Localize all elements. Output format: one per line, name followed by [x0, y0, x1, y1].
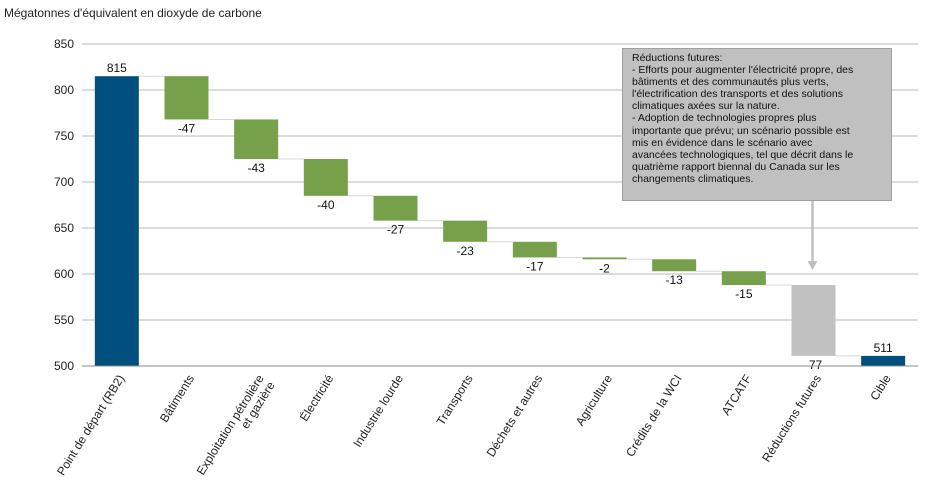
x-tick-label: Cible [867, 372, 894, 403]
note-line: importante que prévu; un scénario possib… [632, 124, 850, 137]
note-line: bâtiments et des communautés plus verts, [632, 76, 829, 89]
y-tick-label: 600 [54, 267, 74, 281]
bar-6 [512, 241, 557, 258]
data-label: -13 [665, 273, 683, 287]
y-tick-label: 500 [54, 359, 74, 373]
bar-2 [234, 119, 279, 159]
y-tick-label: 800 [54, 83, 74, 97]
x-tick-label: Point de départ (RB2) [54, 372, 127, 478]
x-tick-label: Agriculture [573, 372, 615, 428]
data-label: -77 [805, 358, 823, 372]
bar-0 [94, 76, 139, 366]
data-label: -27 [387, 223, 405, 237]
x-tick-label: ATCATF [719, 372, 755, 417]
bar-4 [373, 195, 418, 221]
note-line: mis en évidence dans le scénario avec [632, 136, 813, 149]
x-tick-label: Exploitation pétrolièreet gazière [194, 372, 278, 484]
data-label: 815 [107, 61, 127, 75]
data-label: -23 [456, 244, 474, 258]
data-label: -15 [735, 287, 753, 301]
bar-1 [164, 76, 209, 120]
note-line: - Efforts pour augmenter l'électricité p… [632, 64, 854, 77]
note-line: Réductions futures: [632, 52, 723, 64]
bar-7 [582, 257, 627, 260]
bar-11 [861, 355, 906, 366]
future-reductions-note: Réductions futures: - Efforts pour augmen… [622, 48, 892, 201]
x-tick-label: Industrie lourde [350, 372, 406, 450]
note-line: quatrième rapport biennal du Canada sur … [632, 160, 840, 173]
x-tick-label: Réductions futures [759, 372, 824, 464]
bar-8 [652, 259, 697, 272]
annotation-arrow-head [807, 261, 818, 270]
y-tick-label: 850 [54, 37, 74, 51]
x-tick-label: Déchets et autres [484, 372, 546, 459]
x-tick-label: Bâtiments [157, 372, 197, 425]
bar-5 [443, 220, 488, 242]
y-axis-title: Mégatonnes d'équivalent en dioxyde de ca… [4, 6, 262, 20]
y-tick-label: 700 [54, 175, 74, 189]
note-line: climatiques axées sur la nature. [632, 100, 780, 113]
x-tick-label: Électricité [296, 371, 336, 423]
note-line: changements climatiques. [632, 172, 754, 185]
y-tick-label: 750 [54, 129, 74, 143]
data-label: -40 [317, 198, 335, 212]
x-tick-label: Crédits de la WCI [623, 372, 685, 459]
data-label: -43 [247, 161, 265, 175]
note-line: l'électrification des transports et des … [632, 88, 843, 101]
data-label: -47 [178, 121, 196, 135]
x-tick-label: Transports [434, 372, 476, 428]
y-tick-label: 550 [54, 313, 74, 327]
data-label: -17 [526, 259, 544, 273]
note-line: avancées technologiques, tel que décrit … [632, 148, 854, 161]
data-label: -2 [599, 261, 610, 275]
data-label: 511 [874, 341, 893, 355]
y-tick-label: 650 [54, 221, 74, 235]
bar-9 [721, 271, 766, 286]
bar-10 [791, 285, 836, 356]
bar-3 [303, 159, 348, 196]
note-line: - Adoption de technologies propres plus [632, 112, 817, 125]
